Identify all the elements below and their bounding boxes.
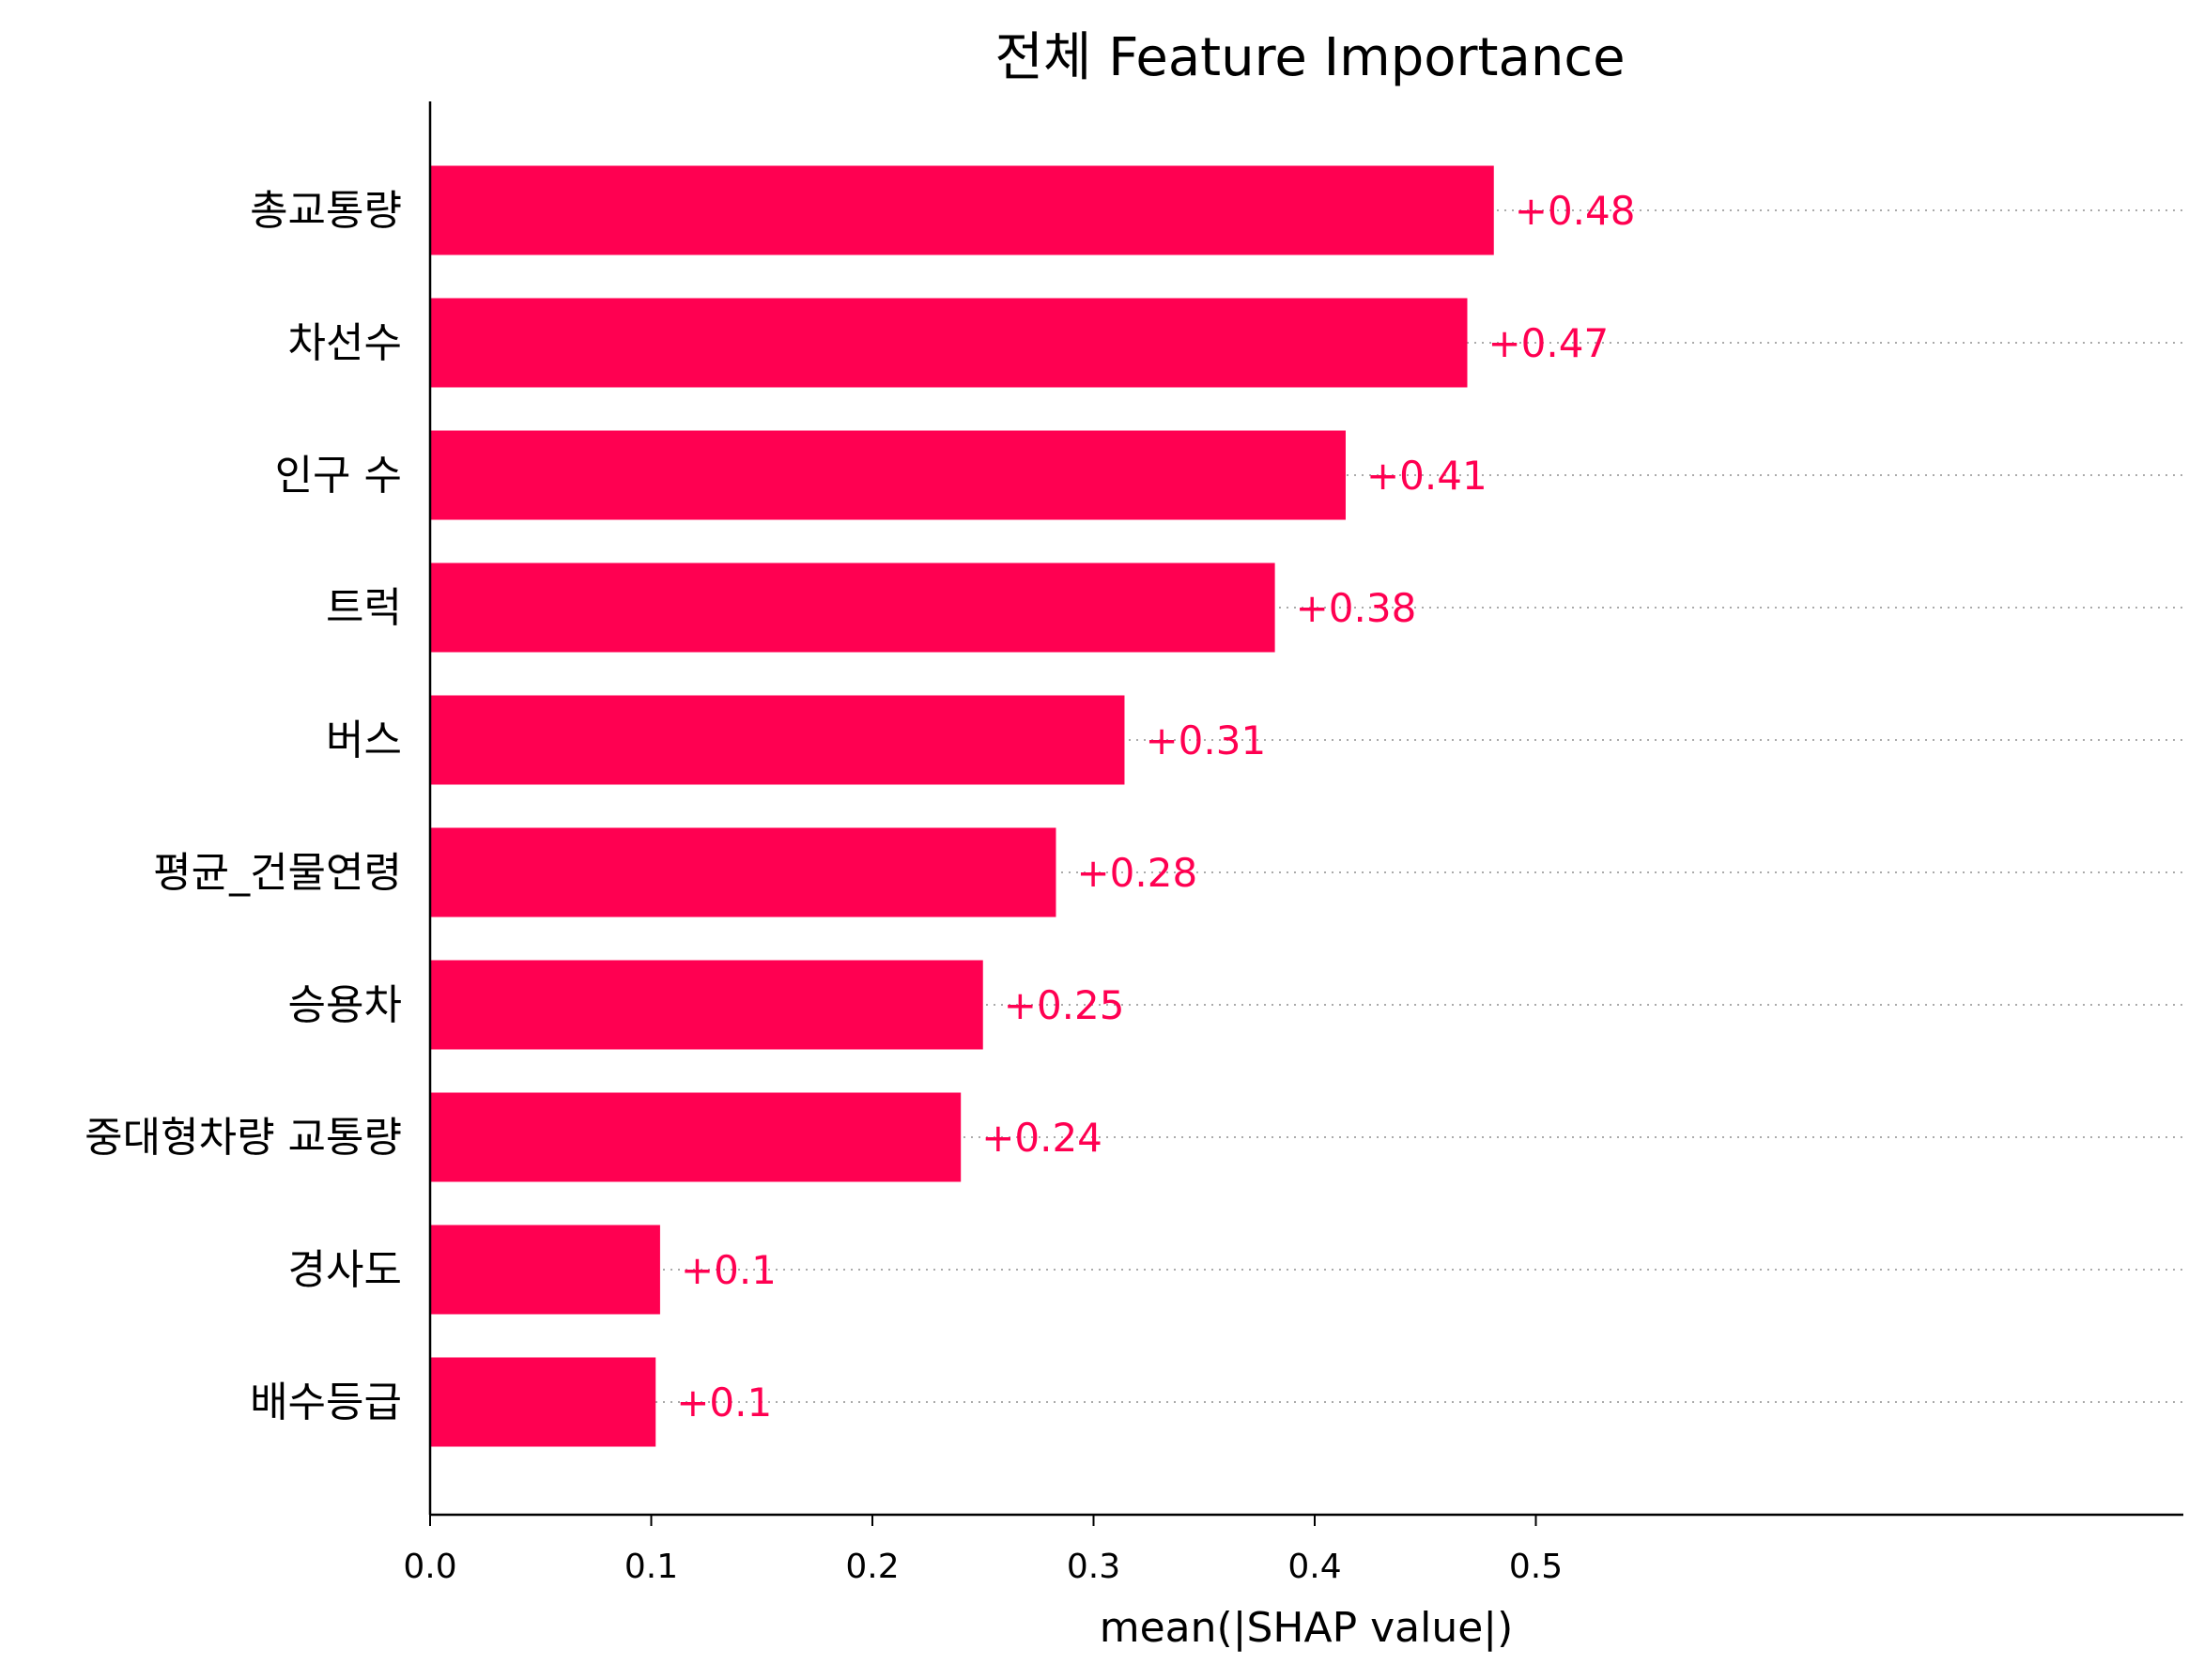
x-axis-ticks: 0.0 0.1 0.2 0.3 0.4 0.5 <box>403 1515 1563 1586</box>
y-tick-label: 트럭 <box>326 584 402 632</box>
bar <box>430 165 1494 255</box>
bar <box>430 430 1346 520</box>
value-label: +0.31 <box>1145 717 1266 763</box>
value-label: +0.48 <box>1515 188 1636 234</box>
bar <box>430 1225 660 1315</box>
bars-group <box>430 165 1494 1447</box>
bar <box>430 695 1125 785</box>
value-label: +0.47 <box>1487 320 1609 366</box>
value-label: +0.28 <box>1076 850 1197 896</box>
x-tick-label: 0.5 <box>1509 1548 1563 1586</box>
y-tick-label: 배수등급 <box>250 1379 402 1426</box>
bar <box>430 563 1275 653</box>
x-tick-label: 0.4 <box>1287 1548 1341 1586</box>
y-tick-label: 총교통량 <box>250 187 402 235</box>
bar <box>430 1092 962 1182</box>
y-tick-label: 승용차 <box>288 981 402 1029</box>
y-tick-label: 인구 수 <box>275 452 402 500</box>
value-label: +0.41 <box>1366 453 1487 499</box>
x-tick-label: 0.0 <box>403 1548 456 1586</box>
value-label: +0.1 <box>676 1379 772 1426</box>
x-tick-label: 0.2 <box>845 1548 899 1586</box>
bar <box>430 298 1468 388</box>
x-tick-label: 0.3 <box>1067 1548 1120 1586</box>
value-label: +0.25 <box>1004 982 1125 1028</box>
x-axis-label: mean(|SHAP value|) <box>1100 1604 1514 1652</box>
bar <box>430 1357 656 1447</box>
y-tick-label: 버스 <box>326 717 402 764</box>
y-tick-label: 중대형차량 교통량 <box>85 1114 402 1162</box>
chart-title: 전체 Feature Importance <box>994 27 1625 88</box>
value-labels: +0.48 +0.47 +0.41 +0.38 +0.31 +0.28 +0.25 +0.24… <box>676 188 1635 1426</box>
x-tick-label: 0.1 <box>624 1548 678 1586</box>
value-label: +0.1 <box>681 1247 777 1293</box>
value-label: +0.38 <box>1296 585 1417 631</box>
y-tick-label: 평균_건물연령 <box>153 849 402 897</box>
y-tick-label: 차선수 <box>288 319 402 367</box>
y-tick-label: 경사도 <box>288 1246 402 1294</box>
bar <box>430 960 983 1050</box>
guide-lines <box>430 209 2183 1403</box>
value-label: +0.24 <box>981 1115 1102 1161</box>
bar <box>430 827 1056 917</box>
